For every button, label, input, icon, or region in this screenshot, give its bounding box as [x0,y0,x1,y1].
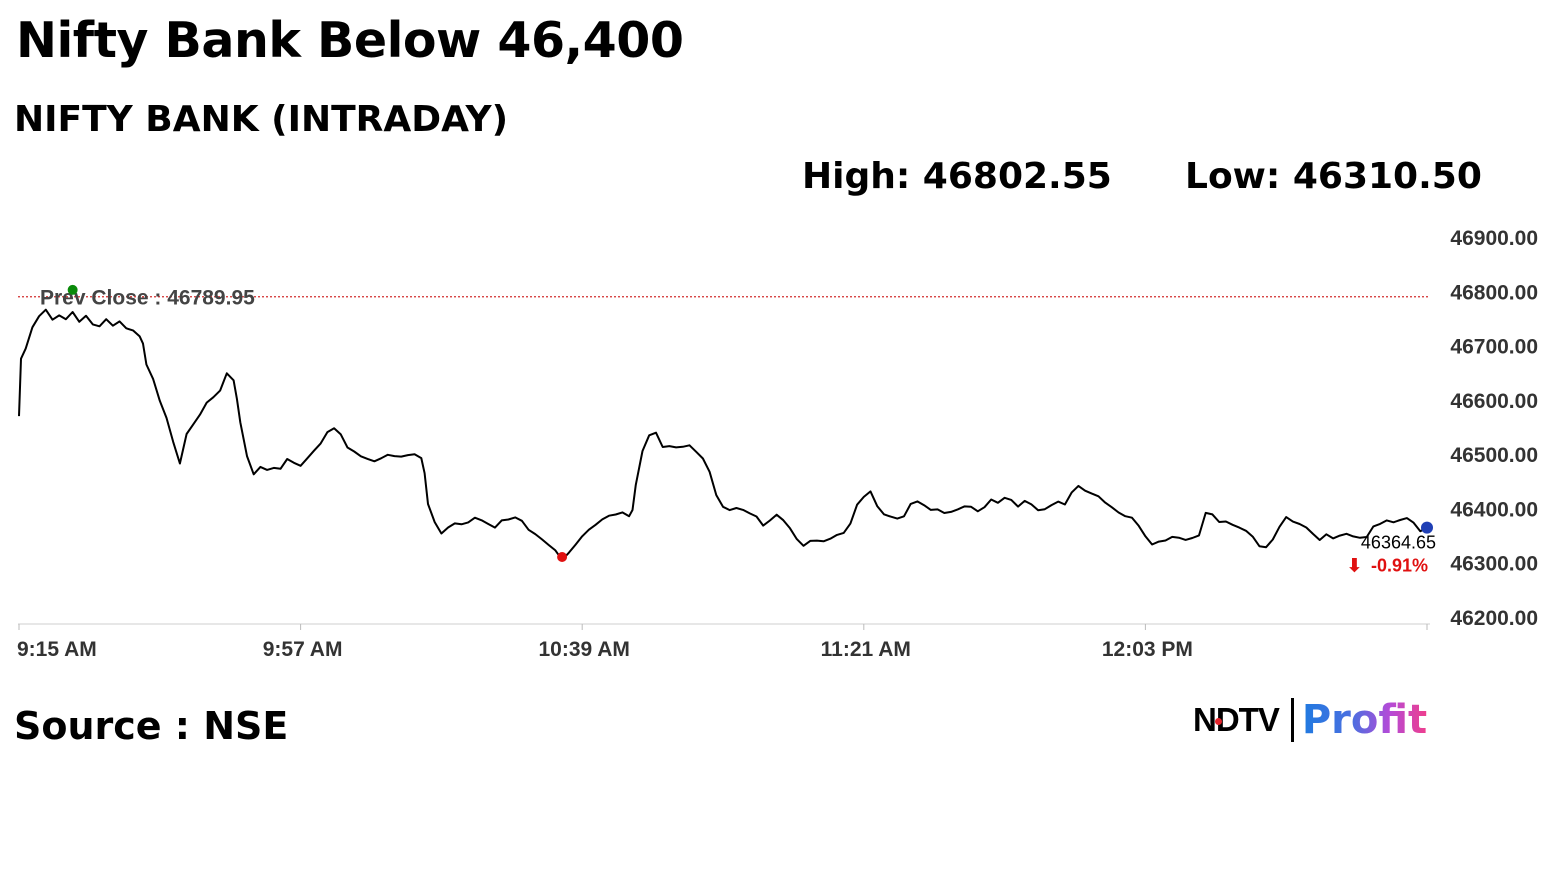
source-note: Source : NSE [14,704,289,748]
y-tick-label: 46400.00 [1450,498,1538,521]
y-tick-label: 46500.00 [1450,444,1538,467]
x-tick-label: 9:57 AM [263,638,343,661]
chart-title: NIFTY BANK (INTRADAY) [14,99,509,140]
change-percent-label: ⬇ -0.91% [1347,556,1428,576]
y-tick-label: 46700.00 [1450,336,1538,359]
y-tick-label: 46300.00 [1450,553,1538,576]
low-marker [557,552,568,563]
change-percent-value: -0.91% [1371,556,1428,576]
high-stat: High: 46802.55 [802,156,1112,197]
y-tick-label: 46200.00 [1450,607,1538,630]
intraday-chart: 9:15 AM 9:57 AM 10:39 AM 11:21 AM 12:03 PM 4… [17,227,1538,661]
logo-dot-icon [1215,718,1222,725]
brand-profit: Profit [1301,697,1428,743]
y-axis-ticks: 46200.00 46300.00 46400.00 46500.00 46600.00… [1450,227,1538,630]
x-tick-label: 9:15 AM [17,638,97,661]
x-tick-label: 12:03 PM [1102,638,1193,661]
x-tick-label: 11:21 AM [821,638,911,661]
last-value-marker [1421,521,1433,534]
brand-ndtv: NDTV [1193,701,1280,738]
series-line [18,308,1428,561]
down-arrow-icon: ⬇ [1347,556,1362,576]
y-tick-label: 46800.00 [1450,281,1538,304]
prev-close-label: Prev Close : 46789.95 [40,287,255,310]
x-axis-ticks: 9:15 AM 9:57 AM 10:39 AM 11:21 AM 12:03 PM [17,624,1428,661]
high-marker [67,284,78,295]
x-tick-label: 10:39 AM [538,638,629,661]
low-stat: Low: 46310.50 [1185,156,1482,197]
ndtv-profit-logo: NDTV Profit [1193,696,1463,744]
last-value-label: 46364.65 [1361,533,1436,553]
logo-divider [1290,698,1294,742]
y-tick-label: 46600.00 [1450,390,1538,413]
y-tick-label: 46900.00 [1450,227,1538,250]
headline: Nifty Bank Below 46,400 [16,12,684,69]
